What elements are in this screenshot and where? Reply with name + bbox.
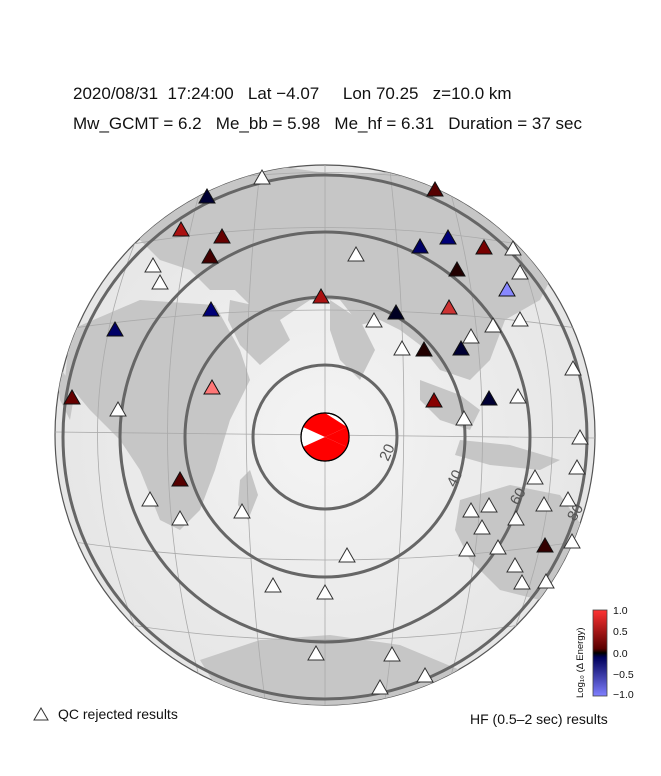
- rejected-station-marker: [462, 327, 480, 344]
- rejected-station-marker: [365, 311, 383, 328]
- rejected-station-marker: [307, 644, 325, 661]
- colorbar-tick-1: 1.0: [613, 605, 628, 617]
- qc-rejected-label: QC rejected results: [58, 706, 178, 722]
- rejected-station-marker: [416, 666, 434, 683]
- rejected-station-marker: [371, 678, 389, 695]
- africa-land: [65, 300, 250, 530]
- magnitude-info-line: Mw_GCMT = 6.2 Me_bb = 5.98 Me_hf = 6.31 …: [73, 114, 583, 133]
- rejected-station-marker: [151, 273, 169, 290]
- rejected-station-marker: [393, 339, 411, 356]
- station-marker: [475, 238, 493, 255]
- rejected-station-marker: [535, 495, 553, 512]
- distance-rings: [61, 173, 589, 701]
- focal-mechanism-beachball: [300, 412, 350, 462]
- rejected-station-marker: [462, 501, 480, 518]
- rejected-station-marker: [316, 583, 334, 600]
- rejected-station-marker: [480, 496, 498, 513]
- station-marker: [425, 391, 443, 408]
- indonesia-land: [455, 440, 560, 470]
- rejected-station-marker: [526, 468, 544, 485]
- colorbar-tick-5: −1.0: [613, 689, 634, 701]
- ring-label-80: 80: [564, 501, 587, 524]
- station-marker: [415, 340, 433, 357]
- station-marker: [387, 303, 405, 320]
- station-markers: [63, 168, 589, 695]
- rejected-station-marker: [513, 573, 531, 590]
- rejected-station-marker: [484, 316, 502, 333]
- colorbar: 1.0 0.5 0.0 −0.5 −1.0 Log₁₀ (Δ Energy): [575, 605, 634, 701]
- rejected-station-marker: [383, 645, 401, 662]
- australia-land: [455, 485, 585, 600]
- station-marker: [203, 378, 221, 395]
- rejected-station-marker: [264, 576, 282, 593]
- colorbar-title: Log₁₀ (Δ Energy): [575, 627, 586, 698]
- station-marker: [171, 470, 189, 487]
- rejected-station-marker: [338, 546, 356, 563]
- station-marker: [448, 260, 466, 277]
- rejected-station-marker: [455, 409, 473, 426]
- rejected-station-marker: [559, 490, 577, 507]
- ring-labels: 20 40 60 80: [376, 441, 587, 524]
- rejected-station-marker: [141, 490, 159, 507]
- rejected-station-marker: [109, 400, 127, 417]
- rejected-station-marker: [511, 310, 529, 327]
- station-marker: [201, 247, 219, 264]
- qc-rejected-legend: QC rejected results: [32, 706, 178, 722]
- rejected-station-marker: [568, 458, 586, 475]
- rejected-station-marker: [458, 540, 476, 557]
- colorbar-tick-2: 0.5: [613, 626, 628, 638]
- station-marker: [106, 320, 124, 337]
- station-marker: [480, 389, 498, 406]
- rejected-station-marker: [144, 256, 162, 273]
- station-marker: [439, 228, 457, 245]
- rejected-station-marker: [511, 263, 529, 280]
- open-triangle-icon: [33, 707, 49, 721]
- rejected-station-marker: [571, 428, 589, 445]
- rejected-station-marker: [347, 245, 365, 262]
- india-land: [330, 300, 375, 380]
- rejected-station-marker: [473, 518, 491, 535]
- rejected-station-marker: [489, 538, 507, 555]
- rejected-station-marker: [564, 359, 582, 376]
- station-marker: [202, 300, 220, 317]
- station-marker: [440, 298, 458, 315]
- ring-20: [251, 363, 399, 511]
- colorbar-tick-3: 0.0: [613, 648, 628, 660]
- station-marker: [536, 536, 554, 553]
- station-marker: [213, 227, 231, 244]
- ring-60: [118, 230, 532, 644]
- colorbar-tick-4: −0.5: [613, 669, 634, 681]
- rejected-station-marker: [504, 239, 522, 256]
- event-info-line: 2020/08/31 17:24:00 Lat −4.07 Lon 70.25 …: [73, 84, 512, 103]
- hf-results-label: HF (0.5–2 sec) results: [470, 711, 608, 727]
- eurasia-land: [140, 165, 560, 380]
- rejected-station-marker: [537, 572, 555, 589]
- rejected-station-marker: [563, 532, 581, 549]
- station-marker: [312, 287, 330, 304]
- station-marker: [172, 220, 190, 237]
- station-marker: [426, 180, 444, 197]
- station-marker: [452, 339, 470, 356]
- arabia-land: [228, 300, 290, 365]
- ring-label-20: 20: [376, 441, 398, 463]
- rejected-station-marker: [506, 556, 524, 573]
- rejected-station-marker: [509, 387, 527, 404]
- rejected-station-marker: [171, 509, 189, 526]
- ring-label-40: 40: [444, 467, 467, 490]
- rejected-station-marker: [253, 168, 271, 185]
- rejected-station-marker: [233, 502, 251, 519]
- station-marker: [498, 280, 516, 297]
- station-marker: [63, 388, 81, 405]
- rejected-station-marker: [507, 509, 525, 526]
- ring-80: [61, 173, 589, 701]
- station-marker: [198, 187, 216, 204]
- ring-label-60: 60: [507, 485, 530, 508]
- station-marker: [411, 237, 429, 254]
